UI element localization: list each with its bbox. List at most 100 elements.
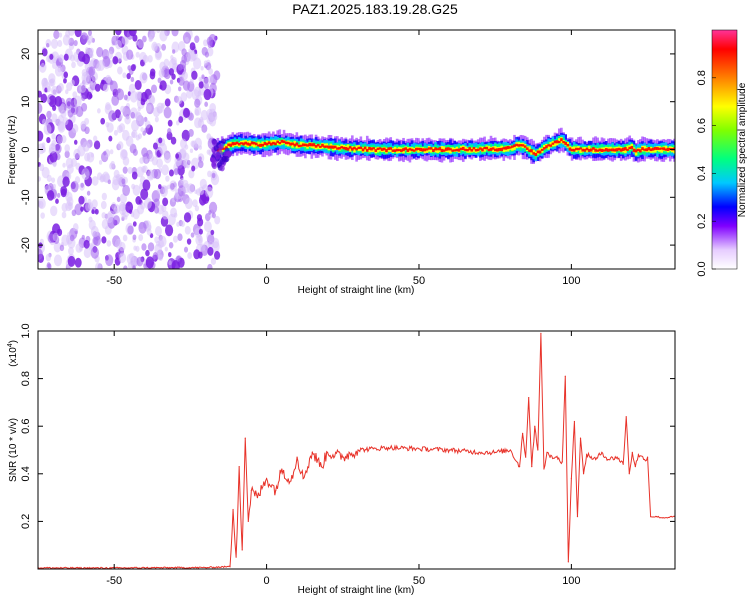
spectrogram-signal-cell: [348, 147, 352, 152]
spectrogram-signal-cell: [660, 147, 663, 150]
spectrogram-noise-cell: [205, 186, 214, 199]
snr-plot-area: [38, 332, 675, 569]
spectrogram-signal-cell: [289, 142, 292, 146]
spectrogram-signal-cell: [457, 148, 461, 152]
spectrogram-noise-cell: [185, 36, 189, 43]
spectrogram-noise-cell: [123, 265, 128, 269]
spectrogram-noise-cell: [59, 244, 65, 252]
spectrogram-noise-cell: [81, 94, 86, 102]
spectrogram-signal-cell: [617, 147, 621, 151]
spectrogram-signal-cell: [346, 144, 350, 151]
spectrogram-signal-cell: [306, 144, 309, 147]
spectrogram-noise-cell: [62, 176, 70, 187]
spectrogram-noise-cell: [67, 255, 76, 267]
snr-scale-exponent: 4: [7, 343, 14, 347]
spectrogram-noise-cell: [219, 165, 225, 172]
spectrogram-noise-cell: [101, 79, 105, 85]
spectrogram-signal-cell: [587, 148, 591, 152]
spectrogram-signal-cell: [504, 146, 508, 150]
snr-data-point: [555, 456, 557, 458]
snr-data-point: [586, 454, 588, 456]
snr-data-point: [281, 468, 283, 470]
spectrogram-noise-cell: [221, 138, 227, 145]
spectrogram-signal-cell: [557, 140, 561, 144]
spectrogram-noise-cell: [140, 188, 149, 200]
spectrogram-noise-cell: [121, 149, 128, 159]
spectrogram-signal-cell: [453, 149, 457, 152]
spectrogram-signal-cell: [269, 140, 273, 145]
snr-data-point: [232, 508, 234, 511]
spectrogram-signal-cell: [589, 148, 593, 152]
spectrogram-noise-cell: [67, 109, 74, 118]
spectrogram-signal-cell: [626, 145, 629, 151]
spectrogram-noise-cell: [126, 73, 131, 80]
spectrogram-signal-cell: [498, 147, 501, 151]
spectrogram-noise-cell: [138, 221, 147, 234]
spectrogram-signal-cell: [647, 147, 651, 151]
spectrogram-x-tick-label: -50: [106, 275, 122, 287]
spectrogram-noise-cell: [183, 212, 192, 223]
snr-data-point: [250, 489, 252, 492]
snr-scale-suffix: ): [8, 340, 19, 343]
spectrogram-noise-cell: [153, 168, 162, 180]
spectrogram-noise-cell: [51, 85, 58, 96]
spectrogram-signal-cell: [607, 148, 610, 152]
spectrogram-noise-cell: [109, 149, 114, 155]
spectrogram-signal-cell: [560, 138, 563, 142]
spectrogram-noise-cell: [46, 110, 52, 119]
spectrogram-signal-cell: [626, 148, 629, 151]
spectrogram-noise-cell: [119, 114, 123, 120]
spectrogram-noise-cell: [158, 68, 165, 78]
snr-data-point: [518, 466, 521, 468]
spectrogram-signal-cell: [380, 148, 384, 151]
spectrogram-noise-cell: [198, 81, 204, 89]
spectrogram-noise-cell: [197, 217, 204, 227]
snr-axes: -50 0 50 100 0.2 0.4 0.6 0.8 1.0: [20, 323, 675, 587]
snr-data-point: [509, 449, 512, 451]
spectrogram-signal-cell: [564, 141, 567, 145]
spectrogram-x-tick-label: 100: [562, 275, 580, 287]
snr-data-point: [275, 489, 277, 492]
colorbar-tick-label: 0.6: [696, 118, 708, 133]
spectrogram-noise-cell: [191, 140, 198, 149]
spectrogram-noise-cell: [53, 241, 62, 253]
spectrogram-signal-cell: [575, 147, 578, 151]
snr-data-point: [601, 451, 603, 453]
spectrogram-noise-cell: [131, 131, 136, 138]
spectrogram-signal-cell: [442, 146, 446, 153]
spectrogram-signal-cell: [581, 148, 585, 152]
spectrogram-noise-cell: [105, 102, 111, 111]
spectrogram-noise-cell: [115, 88, 125, 101]
spectrogram-noise-cell: [134, 79, 142, 91]
spectrogram-noise-cell: [158, 235, 167, 248]
snr-data-point: [531, 466, 533, 468]
spectrogram-signal-cell: [634, 149, 638, 153]
spectrogram-signal-cell: [572, 148, 576, 152]
spectrogram-noise-cell: [46, 262, 51, 268]
snr-data-point: [595, 458, 597, 461]
spectrogram-signal-cell: [389, 147, 393, 150]
spectrogram-noise-cell: [178, 116, 184, 123]
spectrogram-signal-cell: [502, 147, 506, 150]
spectrogram-noise-cell: [61, 202, 68, 212]
spectrogram-signal-cell: [301, 143, 305, 147]
spectrogram-noise-cell: [135, 40, 139, 46]
spectrogram-noise-cell: [208, 108, 217, 121]
colorbar-gradient: [711, 29, 738, 270]
snr-y-tick-label: 0.8: [20, 371, 32, 386]
spectrogram-signal-cell: [487, 148, 491, 152]
snr-data-point: [372, 448, 374, 450]
snr-data-point: [256, 497, 259, 499]
spectrogram-noise-cell: [73, 40, 78, 47]
spectrogram-noise-cell: [52, 232, 59, 242]
spectrogram-noise-cell: [180, 92, 188, 102]
spectrogram-signal-cell: [374, 149, 378, 152]
spectrogram-signal-cell: [585, 147, 589, 151]
spectrogram-y-axis-label: Frequency (Hz): [7, 116, 18, 185]
spectrogram-signal-cell: [440, 148, 444, 153]
spectrogram-signal-cell: [643, 148, 646, 151]
spectrogram-noise-cell: [137, 106, 141, 112]
spectrogram-noise-cell: [112, 56, 119, 65]
spectrogram-signal-cell: [613, 148, 617, 152]
spectrogram-signal-cell: [327, 145, 331, 149]
